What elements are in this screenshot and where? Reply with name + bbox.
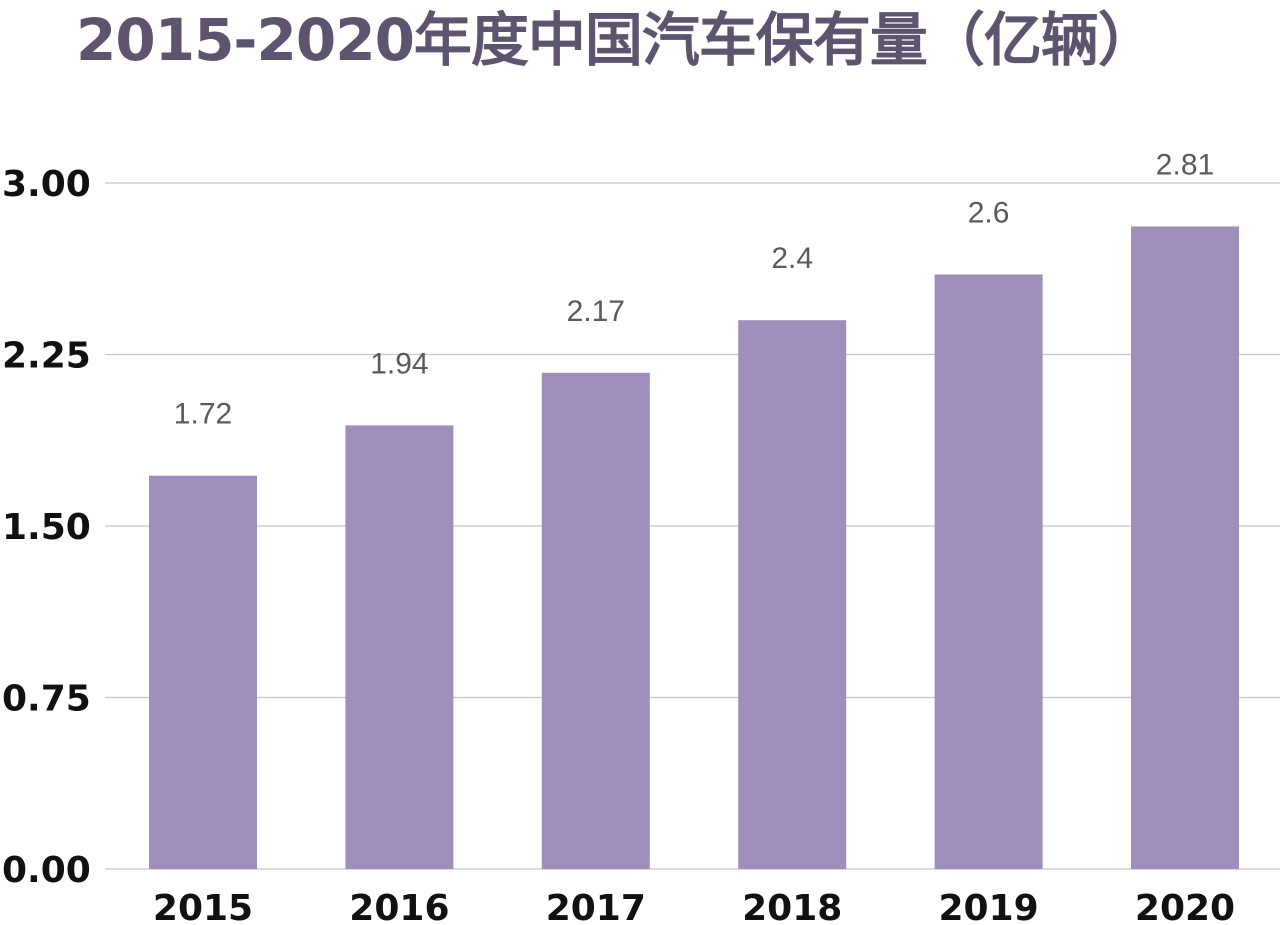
- chart-title: 2015-2020年度中国汽车保有量（亿辆）: [76, 6, 1156, 74]
- y-tick-label: 0.00: [2, 850, 91, 891]
- y-tick-label: 2.25: [2, 336, 91, 377]
- x-tick-label: 2018: [742, 888, 842, 925]
- data-label: 2.17: [567, 295, 625, 328]
- bar: [345, 425, 454, 869]
- x-axis-tick-labels: 2015 2016 2017 2018 2019 2020: [153, 888, 1235, 925]
- grid-lines: [105, 182, 1280, 870]
- bar: [1131, 226, 1239, 870]
- y-axis-tick-labels: 0.00 0.75 1.50 2.25 3.00: [2, 164, 91, 891]
- y-tick-label: 0.75: [2, 679, 91, 720]
- y-tick-label: 1.50: [2, 507, 91, 548]
- bar: [149, 475, 257, 869]
- data-label: 2.4: [771, 242, 813, 275]
- data-label: 2.81: [1156, 148, 1214, 181]
- data-label: 1.72: [174, 398, 232, 431]
- bars: [149, 226, 1239, 870]
- bar: [541, 372, 650, 869]
- x-tick-label: 2019: [938, 888, 1038, 925]
- bar: [738, 320, 847, 869]
- x-tick-label: 2016: [349, 888, 449, 925]
- bar: [934, 274, 1043, 869]
- x-tick-label: 2017: [546, 888, 646, 925]
- data-label: 2.6: [968, 196, 1010, 229]
- data-labels: 1.72 1.94 2.17 2.4 2.6 2.81: [174, 148, 1214, 430]
- x-tick-label: 2020: [1135, 888, 1235, 925]
- y-tick-label: 3.00: [2, 164, 91, 205]
- data-label: 1.94: [370, 347, 428, 380]
- x-tick-label: 2015: [153, 888, 253, 925]
